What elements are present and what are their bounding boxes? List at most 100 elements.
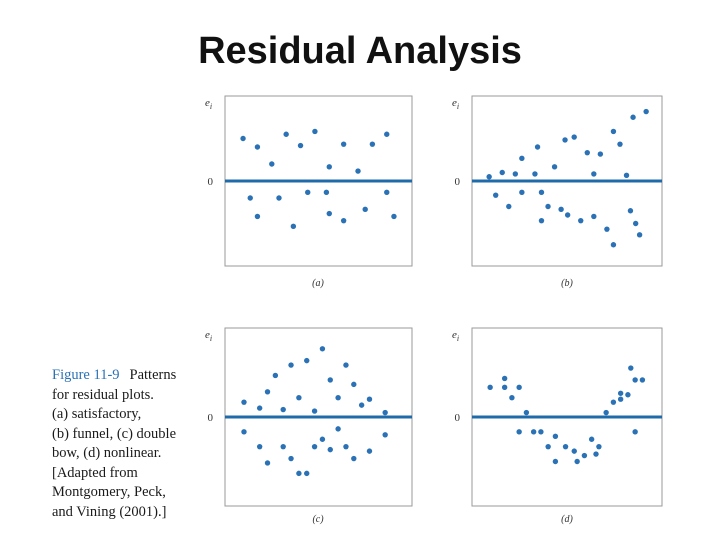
caption-line: Patterns	[129, 367, 177, 383]
data-point	[256, 405, 263, 411]
caption-line: and Vining (2001).]	[52, 503, 167, 520]
data-point	[630, 114, 636, 120]
data-point	[327, 377, 333, 383]
data-point	[571, 448, 577, 454]
figure-label: Figure 11-9	[52, 367, 120, 383]
data-point	[382, 409, 388, 416]
data-point	[558, 206, 564, 213]
data-point	[323, 189, 330, 196]
data-point	[610, 399, 617, 405]
data-point	[509, 395, 515, 401]
y-axis-label-subscript: i	[457, 334, 459, 343]
data-point	[326, 164, 332, 170]
zero-tick-label: 0	[455, 412, 461, 424]
data-point	[562, 443, 569, 450]
data-point	[369, 141, 376, 147]
data-point	[538, 189, 545, 196]
data-point	[264, 389, 271, 395]
data-point	[487, 384, 493, 391]
y-axis-label: ei	[452, 97, 459, 111]
data-point	[486, 174, 492, 180]
caption-line: [Adapted from	[52, 464, 138, 481]
data-point	[617, 141, 623, 147]
data-point	[280, 406, 286, 413]
y-axis-label-subscript: i	[210, 102, 212, 111]
data-point	[312, 128, 318, 135]
data-point	[532, 171, 538, 177]
data-point	[358, 402, 365, 408]
data-point	[296, 395, 302, 401]
data-point	[639, 377, 646, 383]
data-point	[254, 213, 261, 220]
data-point	[288, 362, 294, 368]
data-point	[581, 452, 588, 459]
data-point	[623, 172, 630, 179]
data-point	[628, 365, 634, 371]
data-point	[501, 384, 508, 391]
data-point	[297, 142, 304, 149]
data-point	[384, 131, 390, 137]
data-point	[597, 151, 604, 157]
data-point	[588, 436, 595, 442]
data-point	[335, 395, 341, 401]
data-point	[264, 460, 271, 466]
data-point	[506, 203, 512, 210]
data-point	[610, 128, 617, 135]
data-point	[288, 455, 294, 462]
data-point	[269, 161, 275, 167]
caption-line: bow, (d) nonlinear.	[52, 445, 162, 461]
data-point	[391, 213, 397, 220]
data-point	[632, 220, 639, 227]
data-point	[319, 436, 326, 442]
data-point	[340, 141, 347, 147]
data-point	[571, 134, 577, 140]
data-point	[283, 131, 289, 137]
data-point	[516, 429, 522, 435]
data-point	[492, 192, 499, 198]
data-point	[627, 208, 634, 214]
data-point	[610, 242, 617, 248]
data-point	[382, 432, 388, 438]
data-point	[584, 149, 590, 156]
panel-label: (a)	[312, 278, 324, 289]
data-point	[617, 396, 624, 402]
data-point	[254, 144, 261, 150]
panel-label: (c)	[312, 514, 324, 525]
data-point	[241, 429, 247, 435]
y-axis-label: ei	[205, 329, 212, 343]
data-point	[551, 164, 558, 170]
data-point	[519, 155, 525, 162]
data-point	[519, 189, 525, 196]
data-point	[643, 108, 649, 115]
data-point	[326, 210, 332, 217]
zero-tick-label: 0	[208, 412, 214, 424]
data-point	[564, 212, 571, 218]
data-point	[311, 408, 318, 414]
data-point	[340, 217, 347, 224]
data-point	[552, 433, 559, 439]
page-title: Residual Analysis	[198, 30, 522, 72]
data-point	[499, 169, 505, 176]
figure-caption: Figure 11-9 Patterns for residual plots. …	[52, 366, 212, 522]
data-point	[552, 458, 559, 465]
data-point	[351, 455, 357, 462]
data-point	[351, 381, 357, 388]
data-point	[534, 144, 541, 150]
y-axis-label-subscript: i	[457, 102, 459, 111]
data-point	[545, 443, 551, 450]
caption-line: Montgomery, Peck,	[52, 484, 166, 500]
data-point	[366, 396, 373, 402]
data-point	[311, 443, 318, 450]
data-point	[562, 137, 568, 143]
data-point	[578, 217, 584, 224]
panel-label: (d)	[561, 514, 573, 525]
data-point	[545, 203, 551, 210]
data-point	[247, 195, 253, 201]
data-point	[280, 443, 286, 450]
data-point	[591, 213, 597, 220]
y-axis-label: ei	[205, 97, 212, 111]
data-point	[603, 409, 609, 416]
zero-tick-label: 0	[208, 176, 214, 188]
data-point	[343, 362, 349, 368]
data-point	[574, 458, 580, 465]
